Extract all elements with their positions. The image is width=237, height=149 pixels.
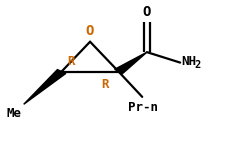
Text: R: R — [67, 55, 75, 68]
Text: NH: NH — [181, 55, 196, 68]
Text: 2: 2 — [195, 60, 201, 70]
Text: O: O — [143, 5, 151, 19]
Text: Me: Me — [7, 107, 22, 120]
Text: R: R — [102, 78, 109, 91]
Polygon shape — [24, 70, 66, 104]
Polygon shape — [115, 52, 147, 74]
Text: Pr-n: Pr-n — [128, 101, 158, 114]
Text: O: O — [86, 24, 94, 38]
